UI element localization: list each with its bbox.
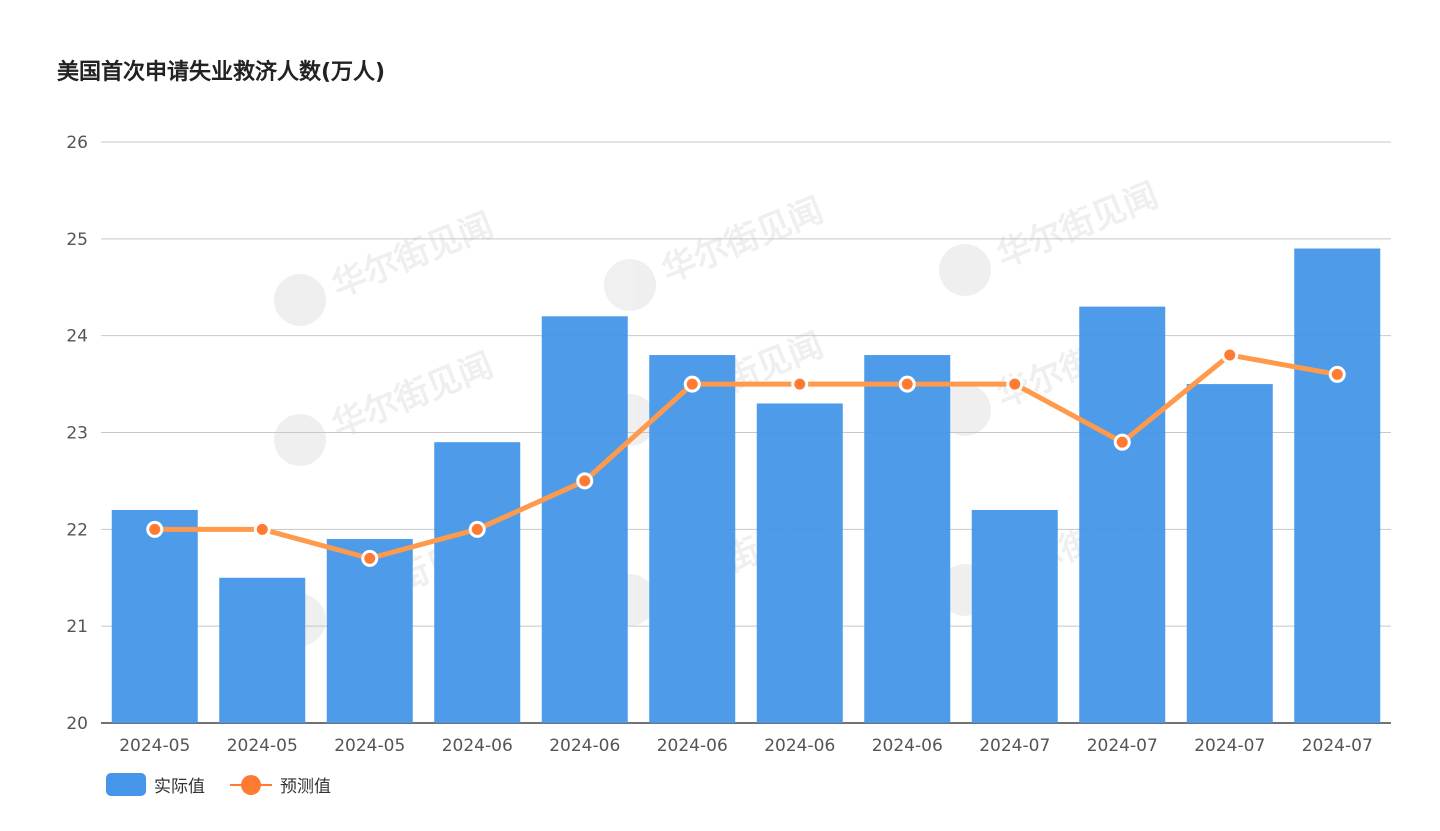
forecast-point	[468, 520, 486, 538]
watermark: 华尔街见闻	[604, 190, 829, 311]
x-tick-label: 2024-05	[119, 736, 190, 756]
bar-actual	[649, 355, 736, 723]
forecast-point	[791, 375, 809, 393]
x-tick-label: 2024-06	[442, 736, 513, 756]
bar-actual	[756, 403, 843, 723]
legend-line-swatch	[230, 774, 272, 795]
bar-actual	[864, 355, 951, 723]
x-tick-label: 2024-07	[1194, 736, 1265, 756]
watermark-logo-icon	[274, 274, 326, 326]
legend-label-forecast: 预测值	[280, 777, 331, 797]
forecast-point	[146, 520, 164, 538]
forecast-point	[898, 375, 916, 393]
legend-item-forecast[interactable]: 预测值	[230, 772, 331, 797]
y-tick-label: 20	[66, 714, 88, 734]
watermark: 华尔街见闻	[274, 205, 499, 326]
bar-actual	[1294, 248, 1381, 723]
legend-bar-swatch	[106, 773, 146, 796]
watermark-text: 华尔街见闻	[326, 345, 499, 446]
x-tick-label: 2024-05	[227, 736, 298, 756]
bar-actual	[1079, 306, 1166, 723]
x-tick-label: 2024-06	[657, 736, 728, 756]
x-tick-label: 2024-07	[1302, 736, 1373, 756]
x-tick-label: 2024-07	[979, 736, 1050, 756]
legend-item-actual[interactable]: 实际值	[106, 772, 205, 797]
x-tick-label: 2024-05	[334, 736, 405, 756]
x-tick-label: 2024-06	[549, 736, 620, 756]
x-tick-label: 2024-06	[764, 736, 835, 756]
watermark-logo-icon	[939, 244, 991, 296]
bar-actual	[326, 539, 413, 723]
watermark-logo-icon	[604, 259, 656, 311]
watermark-logo-icon	[939, 384, 991, 436]
watermark-text: 华尔街见闻	[326, 205, 499, 306]
bar-actual	[541, 316, 628, 723]
bar-actual	[219, 577, 306, 723]
bar-actual	[1186, 384, 1273, 723]
y-tick-label: 25	[66, 230, 88, 250]
watermark-logo-icon	[274, 414, 326, 466]
y-tick-label: 26	[66, 133, 88, 153]
watermark-text: 华尔街见闻	[991, 175, 1164, 276]
watermark: 华尔街见闻	[939, 175, 1164, 296]
forecast-point	[1221, 346, 1239, 364]
forecast-point	[253, 520, 271, 538]
bar-actual	[971, 509, 1058, 723]
bar-actual	[434, 442, 521, 723]
y-tick-label: 23	[66, 424, 88, 444]
chart-title: 美国首次申请失业救济人数(万人)	[57, 60, 386, 85]
y-tick-label: 22	[66, 520, 88, 540]
forecast-point	[683, 375, 701, 393]
watermark-text: 华尔街见闻	[656, 190, 829, 291]
forecast-point	[1113, 433, 1131, 451]
y-tick-label: 21	[66, 617, 88, 637]
forecast-line	[154, 352, 1338, 561]
forecast-point	[576, 472, 594, 490]
forecast-point	[1006, 375, 1024, 393]
x-tick-label: 2024-07	[1087, 736, 1158, 756]
forecast-point	[1328, 365, 1346, 383]
legend-label-actual: 实际值	[154, 777, 205, 797]
x-tick-label: 2024-06	[872, 736, 943, 756]
y-tick-label: 24	[66, 327, 88, 347]
bar-actual	[111, 509, 198, 723]
forecast-point	[361, 549, 379, 567]
